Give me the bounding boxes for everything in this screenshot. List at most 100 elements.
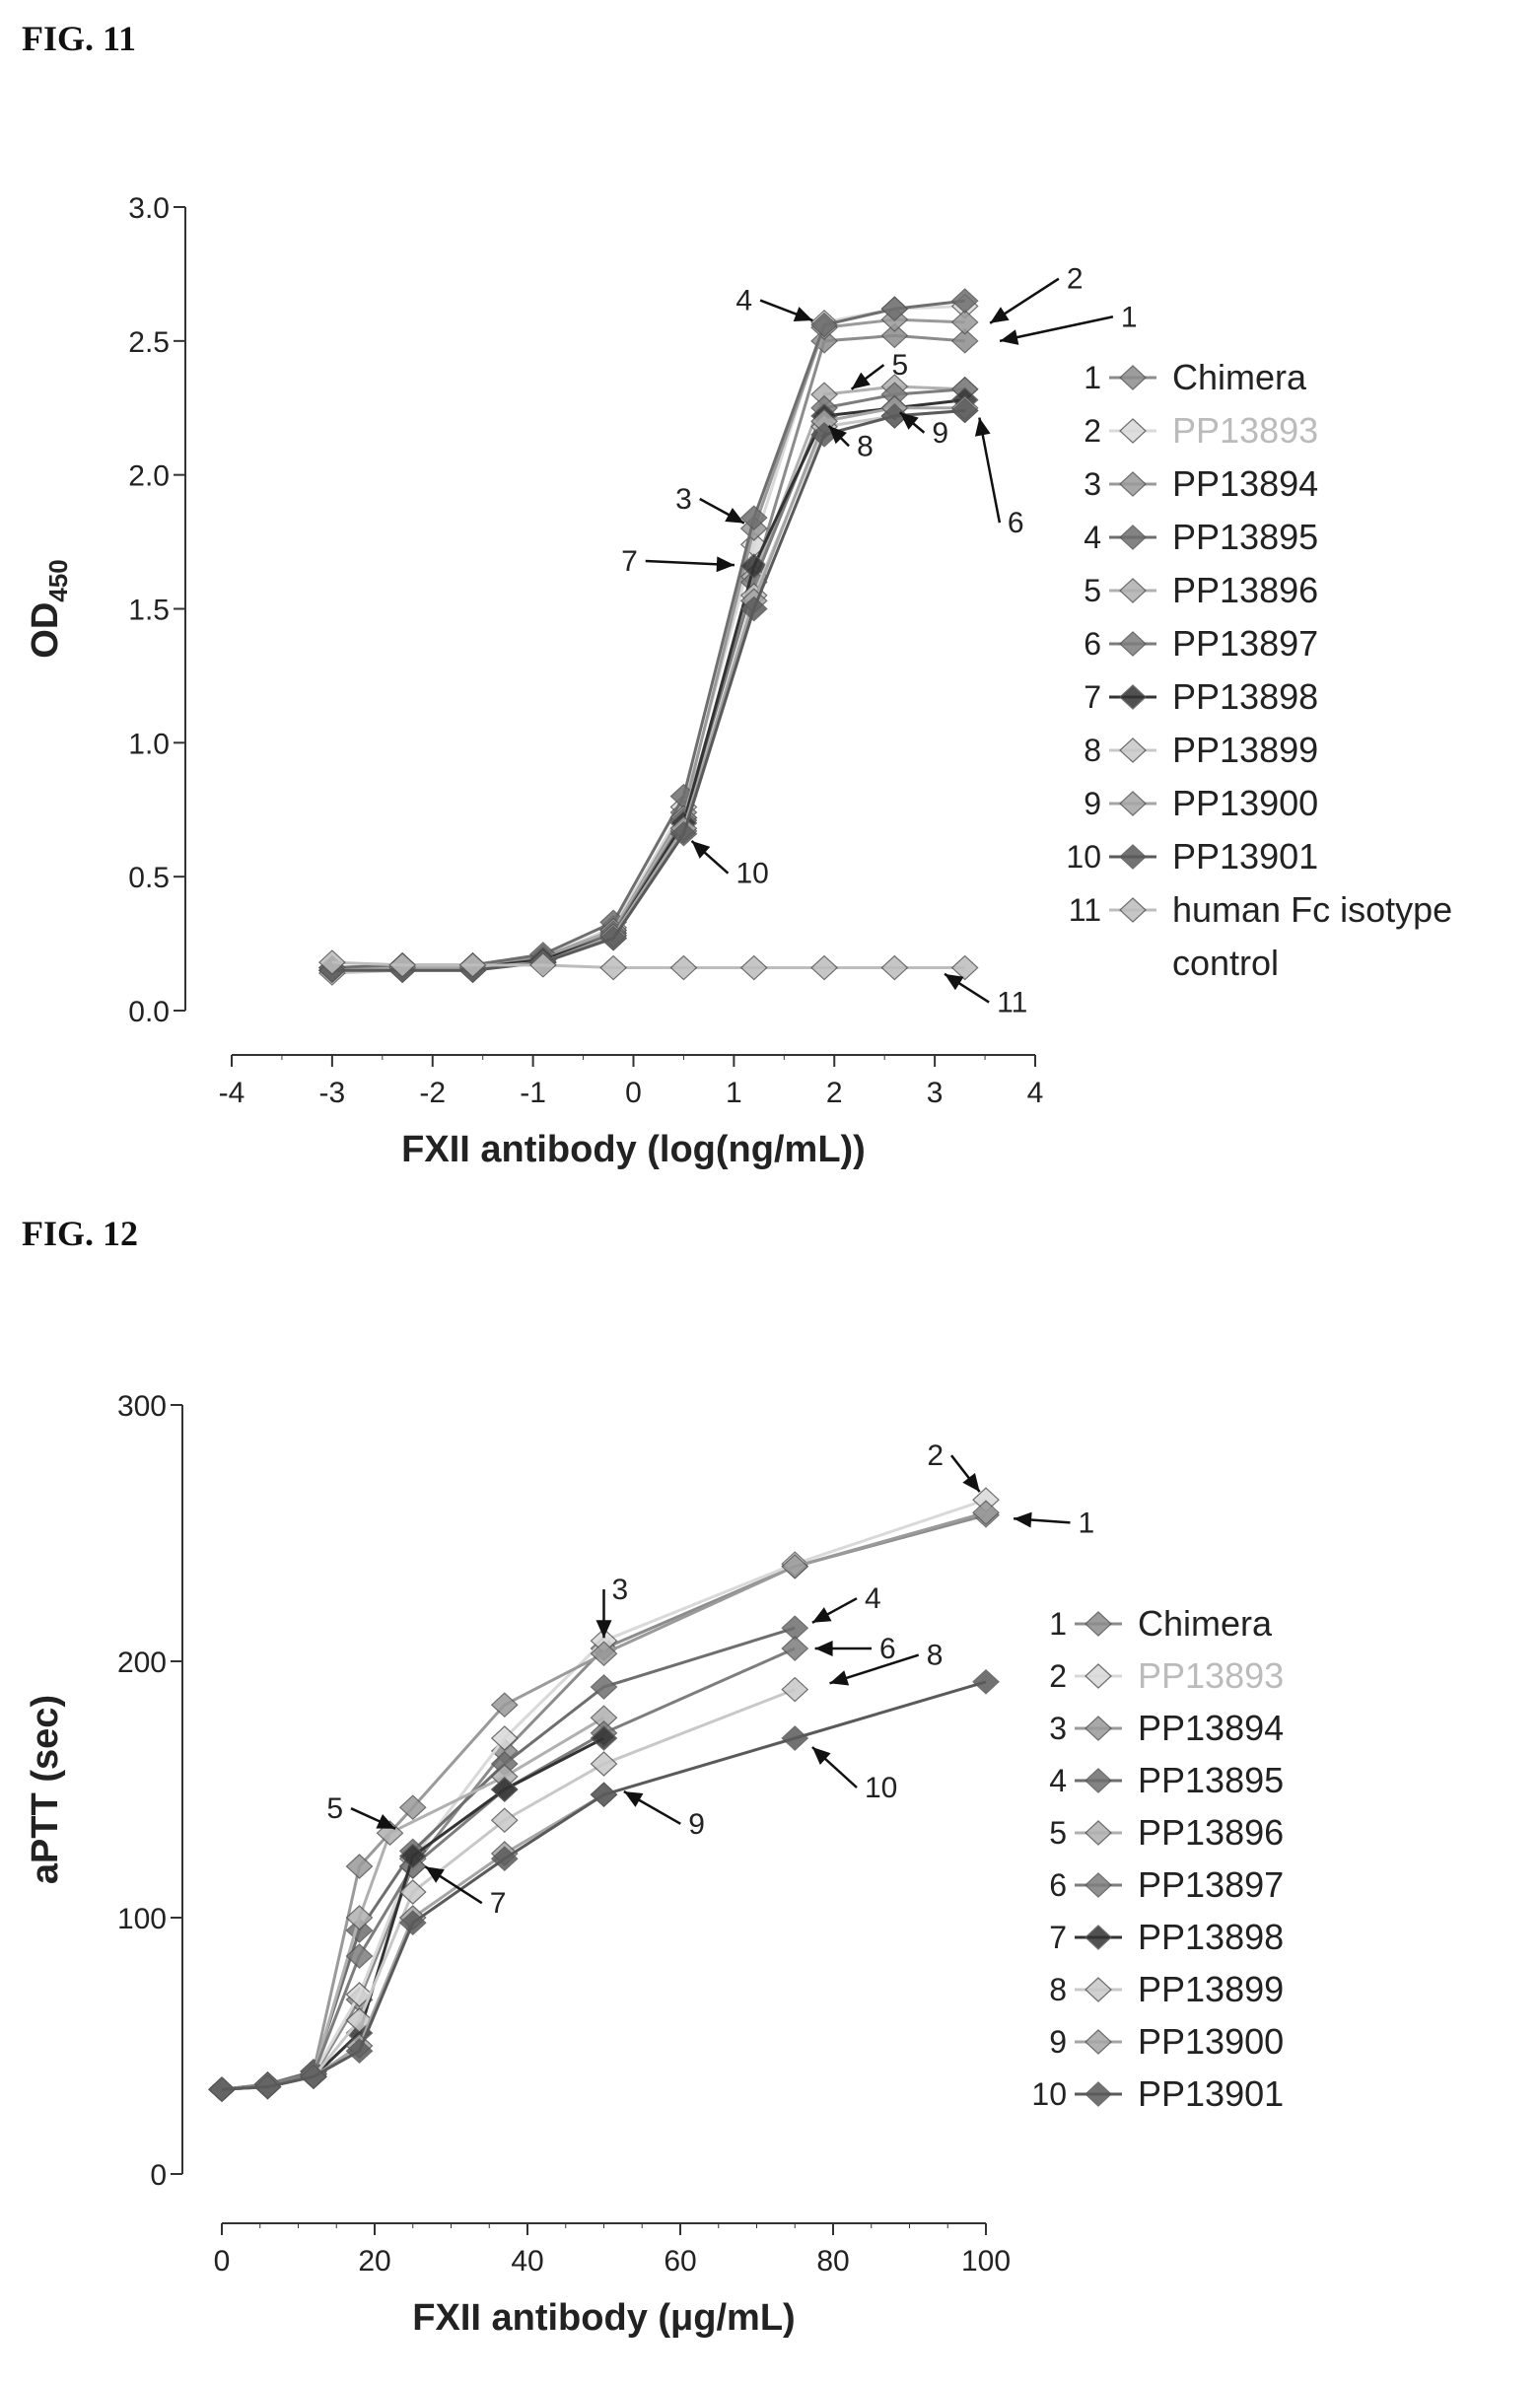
series-line — [331, 406, 965, 972]
annotation-arrowhead — [425, 1866, 445, 1883]
annotation-arrowhead — [811, 1747, 831, 1766]
data-marker — [739, 505, 768, 530]
legend-number: 2 — [1084, 413, 1101, 449]
x-tick-label: 0 — [214, 2245, 231, 2278]
annotation-label: 7 — [490, 1887, 507, 1920]
legend-label: PP13901 — [1172, 836, 1318, 876]
data-marker — [1119, 631, 1147, 657]
x-tick-label: -4 — [219, 1077, 245, 1109]
annotation-arrowhead — [623, 1791, 644, 1807]
y-axis-label: aPTT (sec) — [25, 1695, 66, 1884]
data-marker — [950, 954, 979, 981]
series-line — [331, 408, 965, 975]
legend-label: PP13896 — [1138, 1812, 1284, 1853]
annotation-arrowhead — [1000, 329, 1019, 345]
data-marker — [398, 1910, 427, 1936]
x-tick-label: 80 — [816, 2245, 849, 2278]
data-marker — [950, 310, 979, 335]
legend-label: PP13900 — [1138, 2021, 1284, 2062]
data-marker — [1119, 844, 1147, 870]
figure-label-12: FIG. 12 — [22, 1214, 139, 1253]
annotation-label: 6 — [1008, 507, 1024, 539]
legend-number: 10 — [1066, 839, 1101, 875]
annotation-label: 3 — [675, 483, 692, 516]
annotation-label: 10 — [865, 1772, 897, 1804]
y-tick-label: 2.0 — [128, 460, 170, 493]
y-axis-label-main: OD — [25, 602, 66, 659]
y-tick-label: 1.0 — [128, 728, 170, 760]
y-tick-label: 300 — [117, 1390, 167, 1423]
series-10 — [208, 1668, 1000, 2103]
legend-label: human Fc isotype — [1172, 889, 1452, 930]
annotation-label: 6 — [879, 1633, 896, 1665]
data-marker — [490, 1692, 519, 1718]
data-marker — [739, 596, 768, 622]
legend-label: PP13898 — [1138, 1917, 1284, 1957]
legend-label-cont: control — [1172, 943, 1279, 983]
legend-number: 9 — [1049, 2024, 1067, 2060]
legend-number: 6 — [1049, 1867, 1067, 1903]
data-marker — [880, 403, 909, 429]
legend-label: PP13893 — [1138, 1655, 1284, 1696]
data-marker — [1085, 1872, 1112, 1898]
legend-number: 4 — [1084, 520, 1101, 555]
legend-label: Chimera — [1138, 1603, 1273, 1644]
annotation-label: 4 — [865, 1582, 881, 1615]
data-marker — [458, 952, 487, 978]
y-tick-label: 100 — [117, 1903, 167, 1935]
legend-number: 5 — [1084, 573, 1101, 608]
x-tick-label: -2 — [419, 1077, 446, 1109]
data-marker — [1119, 578, 1147, 603]
annotation-arrowhead — [691, 840, 711, 859]
data-marker — [388, 952, 417, 978]
annotation-label: 11 — [997, 987, 1027, 1019]
data-marker — [1085, 2081, 1112, 2107]
annotation-arrow — [978, 417, 1002, 524]
legend-label: Chimera — [1172, 357, 1307, 397]
legend-number: 3 — [1084, 466, 1101, 502]
data-marker — [317, 949, 346, 975]
series-line — [331, 317, 965, 970]
series-line — [331, 960, 965, 970]
data-marker — [739, 954, 768, 981]
data-marker — [950, 397, 979, 424]
series-6 — [317, 376, 979, 984]
legend-label: PP13893 — [1172, 410, 1318, 451]
legend-label: PP13894 — [1172, 463, 1318, 504]
data-marker — [1119, 525, 1147, 550]
data-marker — [590, 1674, 618, 1700]
annotation-arrowhead — [793, 307, 813, 322]
annotation-arrowhead — [829, 1670, 850, 1686]
annotation-arrowhead — [851, 372, 871, 389]
series-line — [331, 408, 965, 972]
x-axis-label: FXII antibody (log(ng/mL)) — [401, 1129, 866, 1170]
legend: 1 Chimera 2 PP13893 3 PP13894 4 PP13895 5 PP13896… — [1031, 1603, 1284, 2114]
data-marker — [1119, 418, 1147, 444]
data-marker — [781, 1636, 809, 1661]
y-axis-label-subscript: 450 — [43, 559, 73, 601]
x-tick-label: 100 — [961, 2245, 1011, 2278]
y-tick-label: 200 — [117, 1647, 167, 1679]
data-marker — [345, 2038, 374, 2065]
annotation-label: 3 — [612, 1574, 629, 1606]
legend-label: PP13900 — [1172, 783, 1318, 823]
annotation-label: 1 — [1121, 301, 1138, 333]
data-marker — [398, 1843, 427, 1869]
data-marker — [599, 954, 628, 981]
legend-number: 8 — [1049, 1972, 1067, 2007]
data-marker — [1119, 365, 1147, 390]
y-axis-label: OD450 — [25, 559, 73, 658]
legend-number: 1 — [1084, 360, 1101, 395]
data-marker — [490, 1725, 519, 1751]
data-marker — [781, 1676, 809, 1703]
x-tick-label: 60 — [664, 2245, 696, 2278]
data-marker — [208, 2076, 236, 2103]
y-tick-label: 1.5 — [128, 595, 170, 627]
annotation-arrowhead — [945, 973, 964, 991]
data-marker — [590, 1751, 618, 1777]
x-tick-label: 0 — [625, 1077, 642, 1109]
legend-label: PP13901 — [1138, 2073, 1284, 2114]
annotation-label: 1 — [1079, 1507, 1095, 1539]
annotation-arrowhead — [962, 1472, 980, 1493]
data-marker — [1119, 737, 1147, 763]
